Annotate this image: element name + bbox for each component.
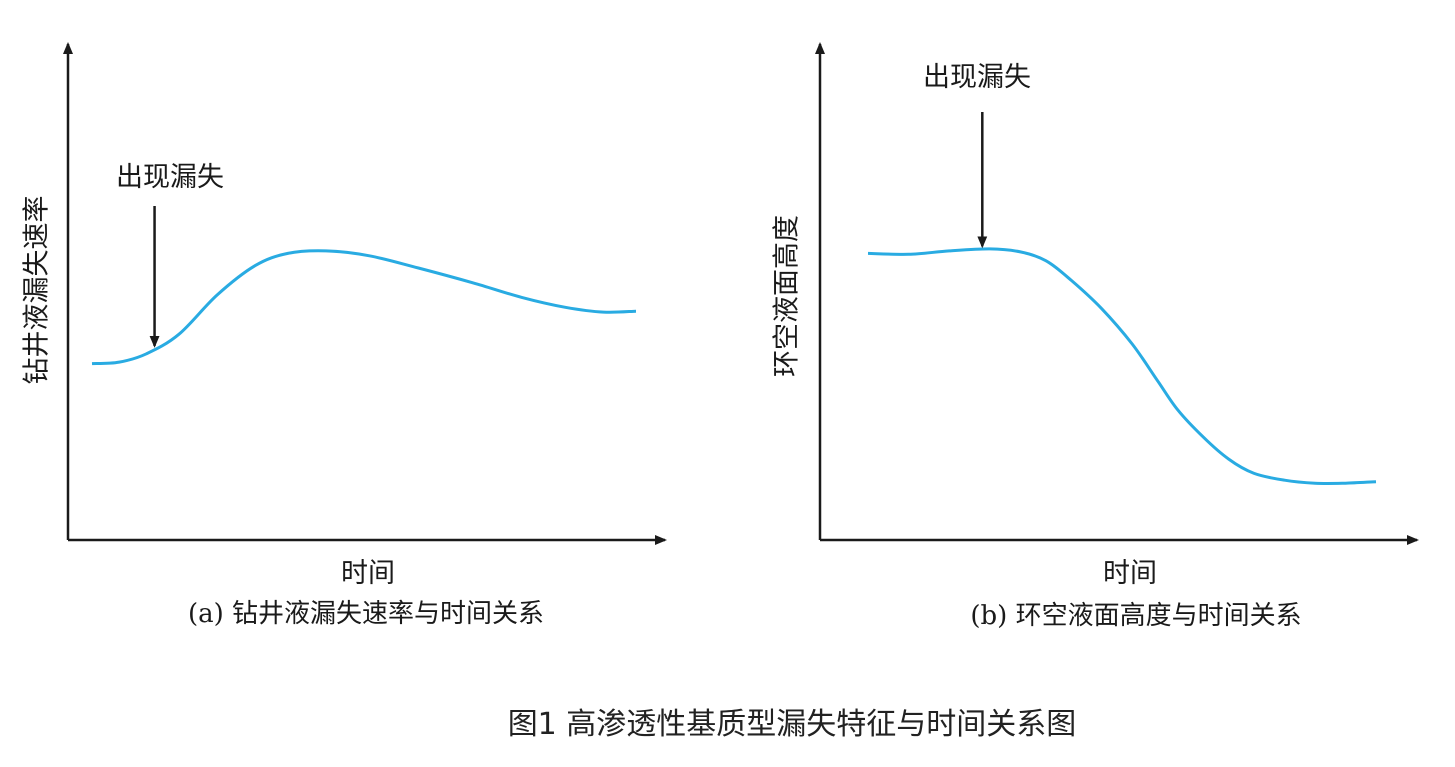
panel-b-curve (867, 247, 1377, 485)
panel-a-x-label: 时间 (341, 558, 395, 589)
panel-a: 钻井液漏失速率 时间 出现漏失 (a) 钻井液漏失速率与时间关系 (22, 42, 667, 629)
panel-b-annotation-label: 出现漏失 (923, 62, 1031, 93)
figure-caption: 图1 高渗透性基质型漏失特征与时间关系图 (508, 707, 1077, 742)
panel-a-y-label: 钻井液漏失速率 (22, 196, 53, 385)
panel-b: 环空液面高度 时间 出现漏失 (b) 环空液面高度与时间关系 (772, 42, 1419, 631)
panel-b-subcaption: (b) 环空液面高度与时间关系 (970, 601, 1301, 631)
panel-b-x-label: 时间 (1103, 558, 1157, 589)
panel-a-annotation-label: 出现漏失 (116, 162, 224, 193)
panel-a-curve (91, 249, 637, 366)
panel-a-subcaption: (a) 钻井液漏失速率与时间关系 (188, 599, 544, 629)
panel-b-y-label: 环空液面高度 (772, 215, 803, 377)
